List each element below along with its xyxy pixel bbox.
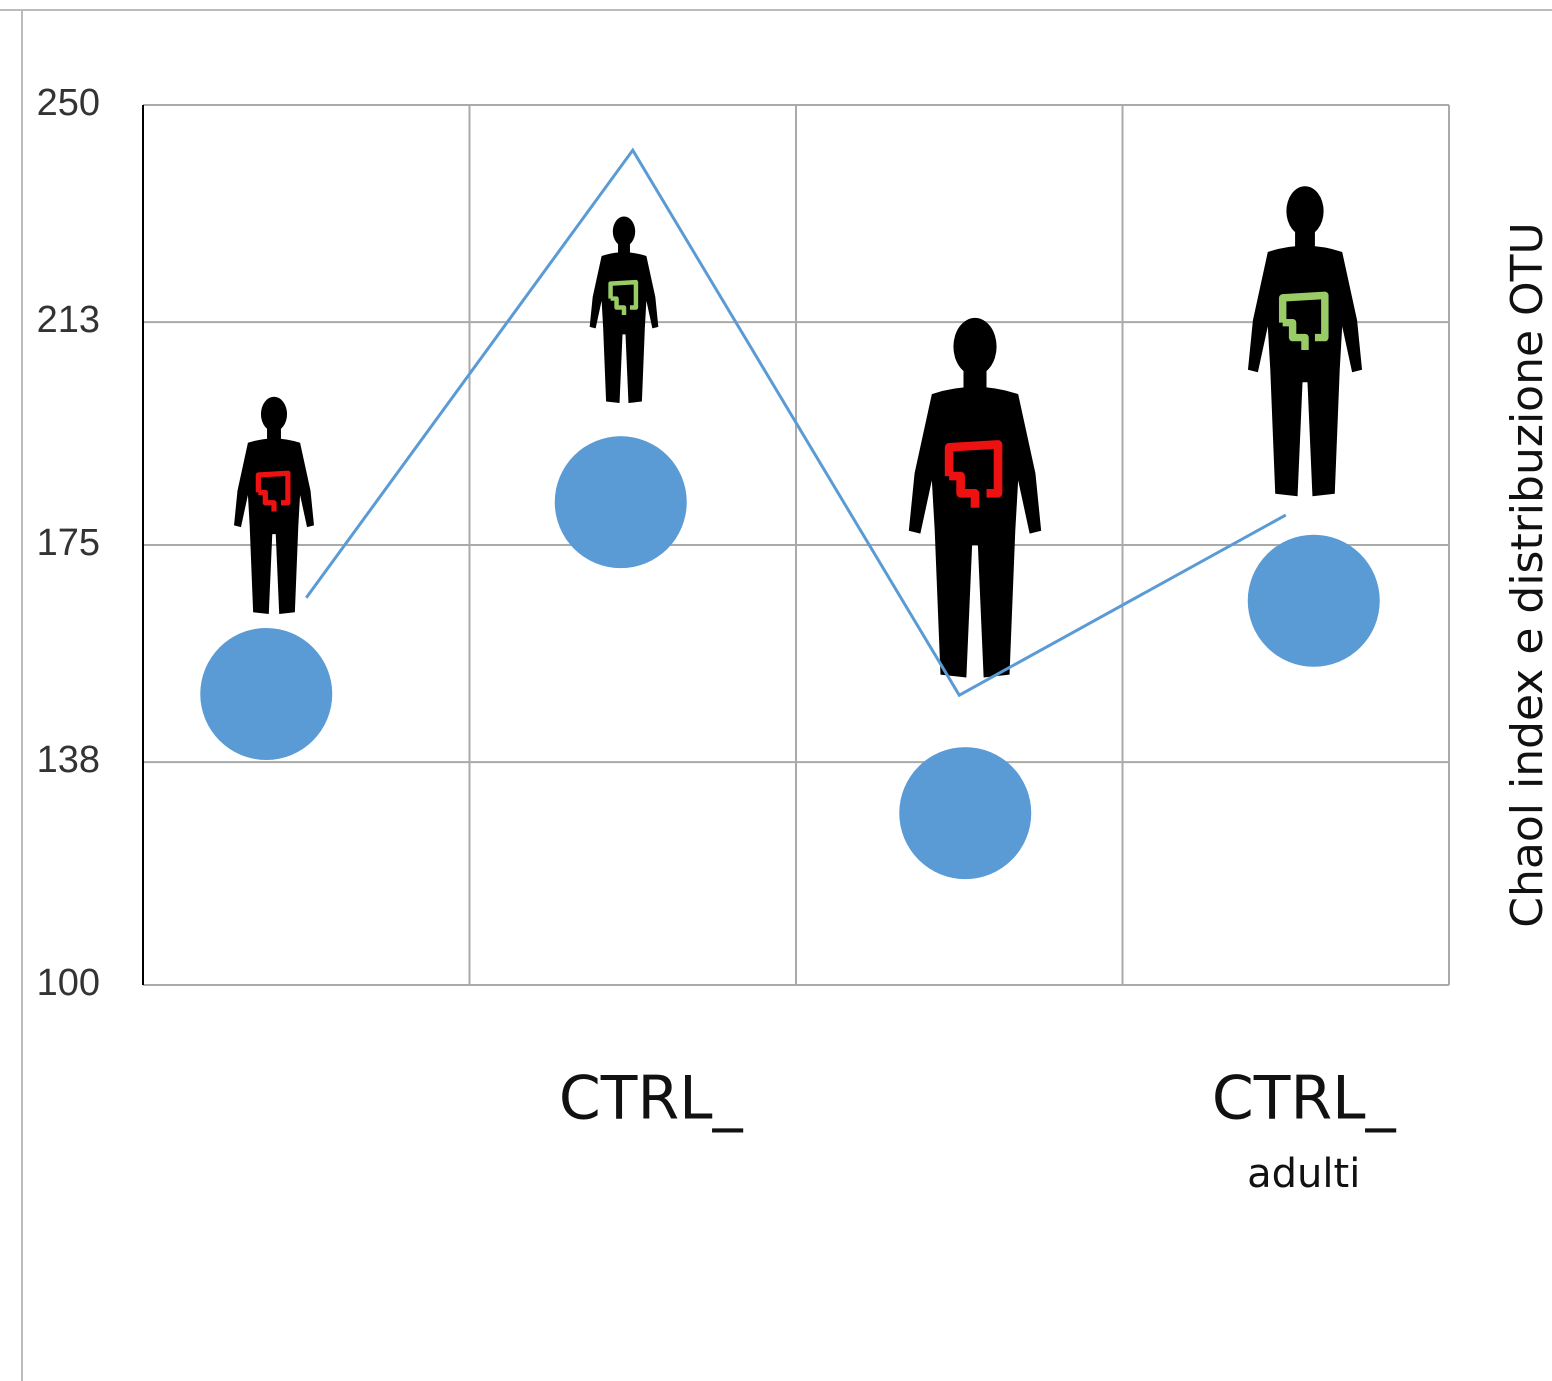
y-tick-label: 250 bbox=[37, 82, 100, 124]
y-tick-label: 100 bbox=[37, 962, 100, 1004]
scatter-point bbox=[554, 436, 687, 569]
icons bbox=[234, 186, 1363, 678]
grid bbox=[142, 104, 1450, 986]
scatter-point bbox=[899, 747, 1032, 880]
scatter-point bbox=[1247, 534, 1380, 667]
x-tick-sublabel: adulti bbox=[1247, 1151, 1360, 1197]
y-axis-label: Chaol index e distribuzione OTU bbox=[1502, 222, 1552, 927]
line-series bbox=[305, 147, 1287, 698]
x-tick-label: CTRL_ bbox=[1212, 1064, 1397, 1134]
y-tick-label: 213 bbox=[37, 299, 100, 341]
y-tick-label: 138 bbox=[37, 739, 100, 781]
y-tick-label: 175 bbox=[37, 522, 100, 564]
scatter-point bbox=[200, 628, 333, 761]
x-tick-label: CTRL_ bbox=[559, 1064, 744, 1134]
